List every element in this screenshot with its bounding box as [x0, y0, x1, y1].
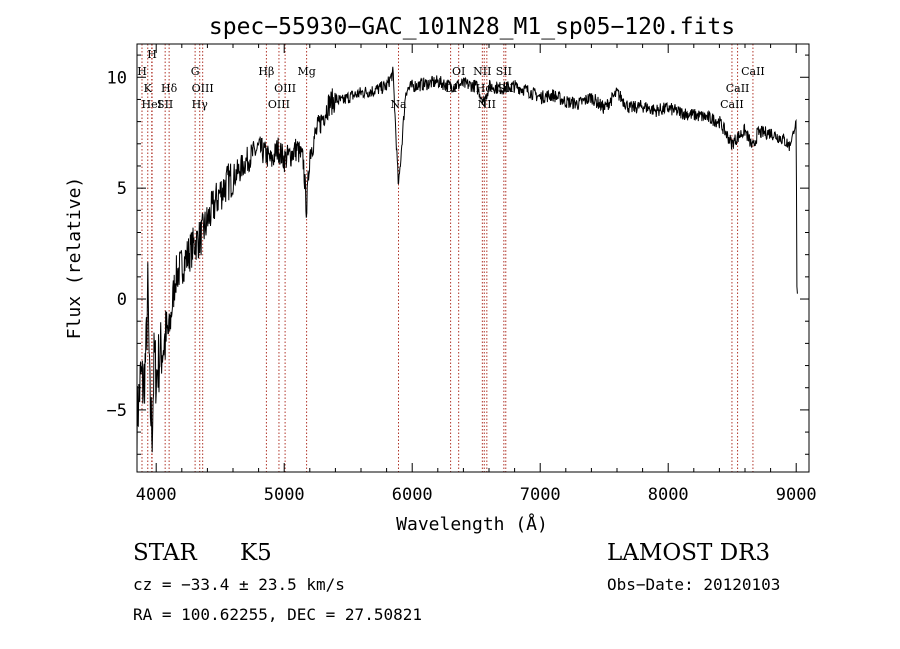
spectral-line-label: HeI [141, 98, 161, 111]
spectral-line-label: Hβ [258, 65, 274, 78]
y-tick-label: 5 [117, 179, 127, 199]
x-tick-label: 4000 [136, 485, 177, 505]
flux-series-line [136, 66, 798, 457]
spectral-line-label: NII [478, 98, 496, 111]
x-axis-ticks: 4000 5000 6000 7000 8000 9000 [136, 44, 817, 505]
spectral-line-label: Mg [297, 65, 315, 78]
spectral-line-label: CaII [741, 65, 765, 78]
survey-name: LAMOST DR3 [607, 540, 770, 566]
y-tick-label: 0 [117, 290, 127, 310]
spectral-line-label: CaII [720, 98, 744, 111]
spectral-line-label: H [147, 48, 157, 61]
spectral-line-label: OIII [274, 82, 296, 95]
spectral-line-markers [141, 44, 754, 472]
y-tick-label: −5 [107, 401, 127, 421]
x-axis-label: Wavelength (Å) [396, 513, 548, 535]
spectral-line-label: Hγ [192, 98, 209, 111]
coordinates: RA = 100.62255, DEC = 27.50821 [133, 605, 422, 624]
spectral-line-label: SII [157, 98, 173, 111]
spectral-line-label: SII [496, 65, 512, 78]
spectral-line-label: OIII [192, 82, 214, 95]
spectral-line-label: Hδ [161, 82, 178, 95]
x-tick-label: 5000 [264, 485, 305, 505]
spectral-line-label: K [144, 82, 153, 95]
object-subclass: K5 [240, 540, 272, 566]
spectral-line-label: NII [473, 65, 491, 78]
x-tick-label: 9000 [776, 485, 817, 505]
spectral-line-label: OI [452, 65, 465, 78]
y-axis-ticks: −5 0 5 10 [107, 54, 809, 455]
x-tick-label: 6000 [392, 485, 433, 505]
redshift-cz: cz = −33.4 ± 23.5 km/s [133, 575, 345, 594]
plot-frame [136, 43, 810, 473]
spectral-line-label: G [191, 65, 200, 78]
observation-date: Obs−Date: 20120103 [607, 575, 780, 594]
x-tick-label: 8000 [648, 485, 689, 505]
spectral-line-label: OIII [268, 98, 290, 111]
y-tick-label: 10 [107, 68, 127, 88]
y-axis-label: Flux (relative) [64, 177, 85, 340]
object-class: STAR [133, 540, 197, 566]
spectral-line-label: H [137, 65, 147, 78]
x-tick-label: 7000 [520, 485, 561, 505]
chart-title: spec−55930−GAC_101N28_M1_sp05−120.fits [209, 14, 735, 40]
spectral-line-label: CaII [726, 82, 750, 95]
